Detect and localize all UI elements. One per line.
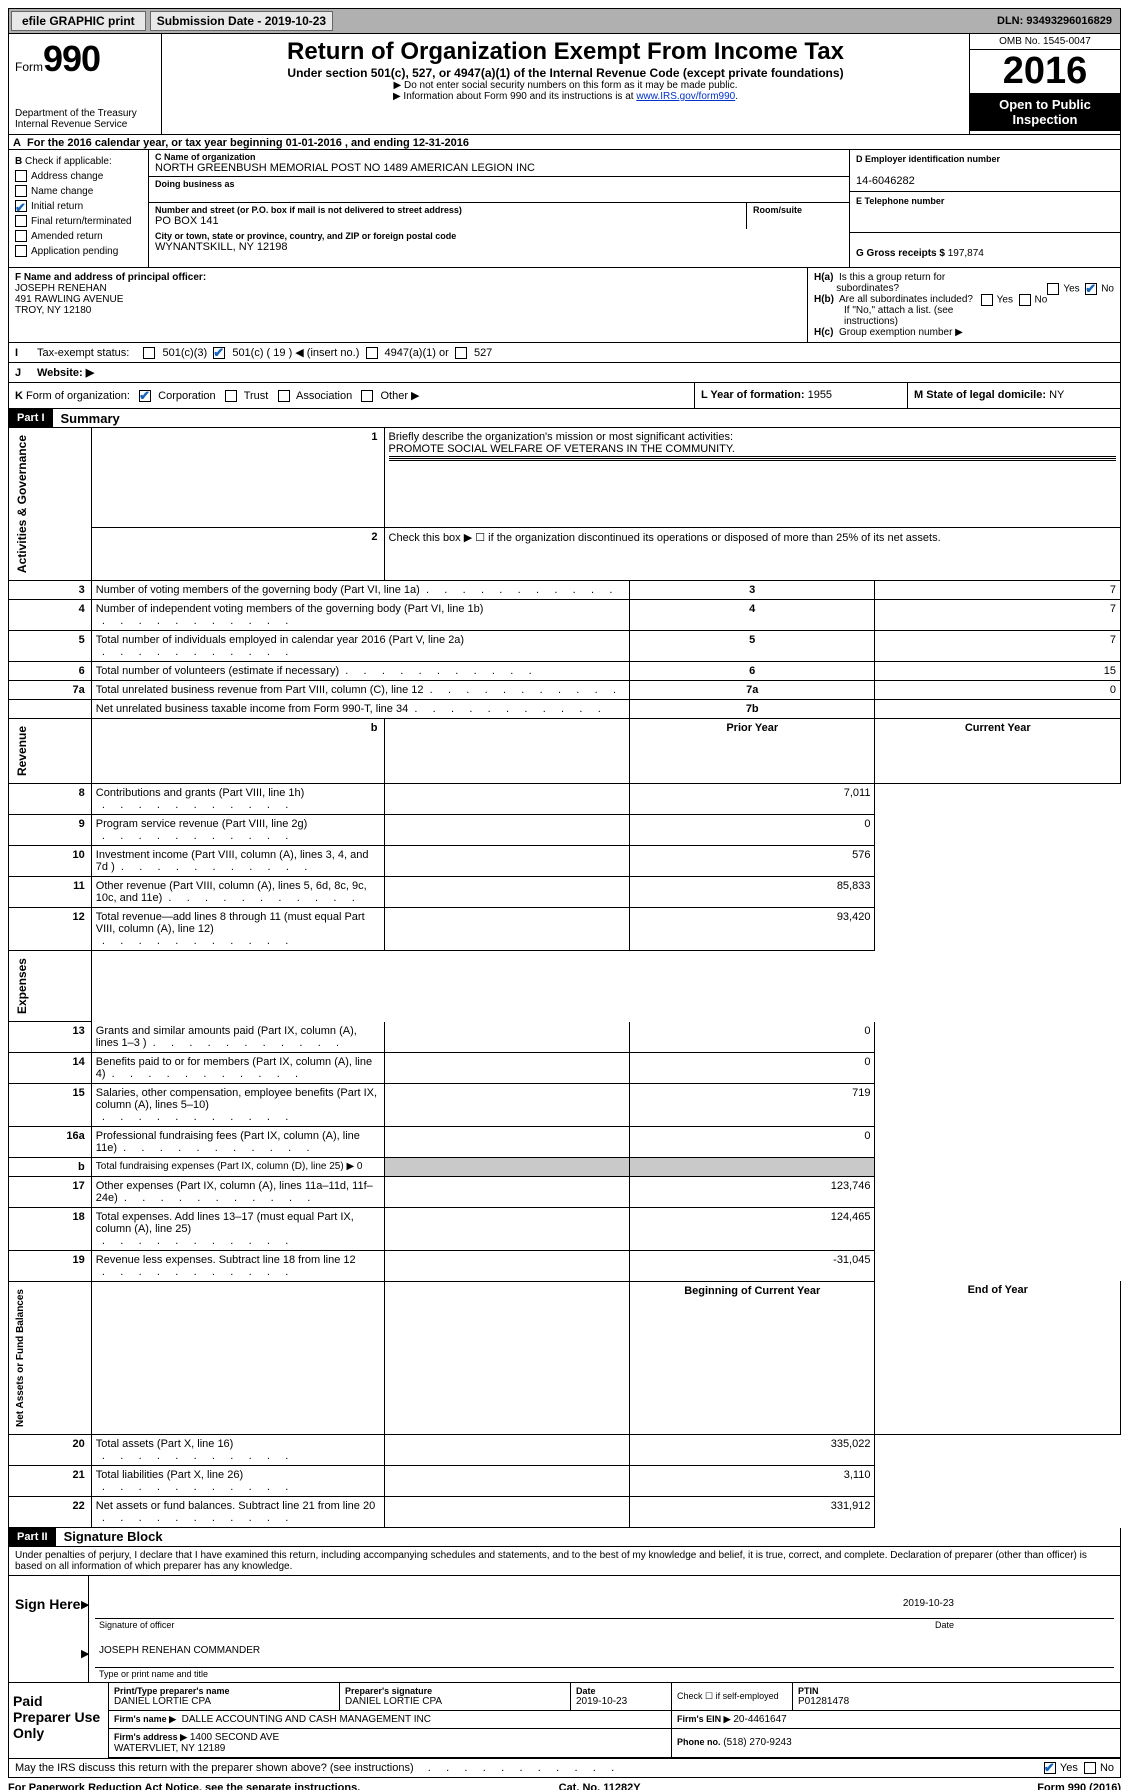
section-i: ITax-exempt status: 501(c)(3) 501(c) ( 1… (8, 343, 1121, 363)
form-header: Form990 Department of the Treasury Inter… (8, 34, 1121, 135)
section-f-h: F Name and address of principal officer:… (8, 268, 1121, 343)
section-klm: K Form of organization: Corporation Trus… (8, 383, 1121, 409)
submission-date: Submission Date - 2019-10-23 (150, 11, 333, 31)
part1-header: Part I Summary (8, 409, 1121, 428)
irs-link[interactable]: www.IRS.gov/form990 (636, 91, 735, 102)
form-word: Form (15, 60, 43, 74)
signature-block: Sign Here ▶ 2019-10-23 Signature of offi… (8, 1576, 1121, 1683)
part1-table: Activities & Governance 1 Briefly descri… (8, 428, 1121, 1528)
tax-year: 2016 (970, 50, 1120, 93)
form-number: 990 (43, 38, 100, 79)
form-title: Return of Organization Exempt From Incom… (172, 38, 959, 66)
form-note2: ▶ Information about Form 990 and its ins… (393, 91, 636, 102)
dept-treasury: Department of the Treasury Internal Reve… (15, 108, 155, 130)
form-note1: ▶ Do not enter social security numbers o… (172, 80, 959, 91)
checkbox-name-change[interactable] (15, 185, 27, 197)
checkbox-address-change[interactable] (15, 170, 27, 182)
omb-number: OMB No. 1545-0047 (970, 34, 1120, 50)
section-d-g: D Employer identification number14-60462… (850, 150, 1120, 267)
efile-print-button[interactable]: efile GRAPHIC print (11, 11, 146, 31)
paid-preparer: Paid Preparer Use Only Print/Type prepar… (8, 1683, 1121, 1759)
checkbox-amended-return[interactable] (15, 230, 27, 242)
section-c: C Name of organization NORTH GREENBUSH M… (149, 150, 850, 267)
org-info-grid: B Check if applicable: Address changeNam… (8, 150, 1121, 268)
section-j: JWebsite: ▶ (8, 363, 1121, 383)
checkbox-application-pending[interactable] (15, 245, 27, 257)
checkbox-final-return-terminated[interactable] (15, 215, 27, 227)
line-a: AFor the 2016 calendar year, or tax year… (8, 135, 1121, 150)
part2-header: Part II Signature Block (8, 1528, 1121, 1547)
checkbox-initial-return[interactable] (15, 200, 27, 212)
page-footer: For Paperwork Reduction Act Notice, see … (8, 1778, 1121, 1790)
irs-discuss: May the IRS discuss this return with the… (8, 1759, 1121, 1778)
section-b: B Check if applicable: Address changeNam… (9, 150, 149, 267)
form-subtitle: Under section 501(c), 527, or 4947(a)(1)… (172, 66, 959, 80)
open-to-public: Open to Public Inspection (970, 93, 1120, 131)
top-toolbar: efile GRAPHIC print Submission Date - 20… (8, 8, 1121, 34)
perjury-statement: Under penalties of perjury, I declare th… (8, 1547, 1121, 1576)
dln-number: DLN: 93493296016829 (997, 15, 1118, 27)
